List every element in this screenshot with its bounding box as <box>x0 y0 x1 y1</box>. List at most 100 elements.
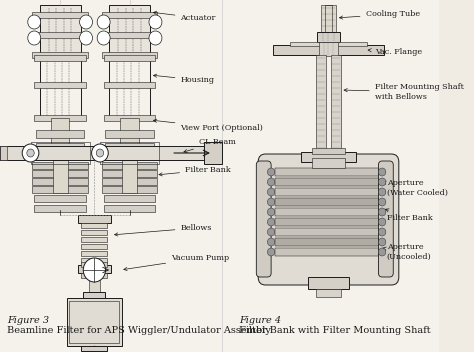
Bar <box>78 265 111 273</box>
Text: Cooling Tube: Cooling Tube <box>339 10 419 19</box>
Bar <box>40 5 81 60</box>
Circle shape <box>83 258 106 282</box>
Bar <box>319 42 338 56</box>
Bar <box>104 205 155 212</box>
Bar <box>312 148 345 154</box>
FancyBboxPatch shape <box>256 161 271 277</box>
Bar <box>40 58 81 118</box>
Bar <box>106 143 154 151</box>
Bar <box>102 170 157 177</box>
Circle shape <box>28 15 41 29</box>
Circle shape <box>267 208 275 216</box>
Circle shape <box>267 228 275 236</box>
Bar <box>82 262 107 267</box>
Text: Bellows: Bellows <box>115 224 212 236</box>
Bar <box>317 55 326 155</box>
Bar <box>83 292 106 298</box>
Bar <box>32 186 88 193</box>
Text: Beamline Filter for APS Wiggler/Undulator Assembly: Beamline Filter for APS Wiggler/Undulato… <box>8 326 271 335</box>
Bar <box>32 12 88 18</box>
Text: Filter Bank: Filter Bank <box>385 209 433 222</box>
Bar <box>34 205 86 212</box>
Bar <box>106 130 154 138</box>
Bar <box>275 228 382 236</box>
Bar <box>109 5 150 60</box>
Bar <box>100 142 159 164</box>
Bar <box>82 273 107 278</box>
Circle shape <box>378 218 386 226</box>
Bar <box>321 5 336 33</box>
Circle shape <box>267 218 275 226</box>
Circle shape <box>22 144 39 162</box>
Circle shape <box>378 198 386 206</box>
Bar <box>67 298 122 346</box>
Circle shape <box>97 31 110 45</box>
Bar <box>82 230 107 235</box>
Circle shape <box>27 149 34 157</box>
Bar <box>34 82 86 88</box>
Bar <box>273 45 384 55</box>
Bar <box>308 277 349 289</box>
Bar <box>102 52 157 58</box>
Bar <box>82 251 107 256</box>
Circle shape <box>97 15 110 29</box>
Bar <box>275 238 382 246</box>
Bar <box>32 162 88 169</box>
Circle shape <box>378 228 386 236</box>
Bar <box>275 168 382 176</box>
Text: Housing: Housing <box>154 74 214 84</box>
Bar <box>36 143 84 151</box>
Bar <box>316 289 341 297</box>
Bar <box>32 178 88 185</box>
Circle shape <box>378 238 386 246</box>
Bar <box>78 215 111 223</box>
Bar <box>102 32 157 38</box>
Bar <box>203 142 222 164</box>
Bar <box>102 12 157 18</box>
Bar <box>102 162 157 169</box>
Text: Vac. Flange: Vac. Flange <box>368 48 422 56</box>
Text: Filter Mounting Shaft
with Bellows: Filter Mounting Shaft with Bellows <box>344 83 464 101</box>
Bar <box>104 82 155 88</box>
Bar <box>0 146 222 160</box>
Bar <box>318 32 339 42</box>
Text: Aperture
(Water Cooled): Aperture (Water Cooled) <box>383 180 448 197</box>
Circle shape <box>378 188 386 196</box>
Bar <box>122 155 137 193</box>
Bar <box>69 301 119 343</box>
Circle shape <box>149 15 162 29</box>
Circle shape <box>96 149 104 157</box>
Bar <box>82 244 107 249</box>
Circle shape <box>378 208 386 216</box>
Bar <box>275 178 382 186</box>
Bar <box>51 118 69 153</box>
Circle shape <box>267 248 275 256</box>
Bar <box>109 58 150 118</box>
Bar <box>301 152 356 162</box>
Text: CL Beam: CL Beam <box>184 138 236 153</box>
Bar <box>120 118 139 153</box>
Bar <box>32 32 88 38</box>
Bar <box>104 195 155 202</box>
Bar <box>102 178 157 185</box>
Circle shape <box>80 31 92 45</box>
Bar <box>325 5 332 33</box>
Bar <box>53 155 68 193</box>
Bar <box>36 130 84 138</box>
Circle shape <box>80 15 92 29</box>
Circle shape <box>267 168 275 176</box>
Bar <box>331 55 340 155</box>
Text: Figure 3: Figure 3 <box>8 316 49 325</box>
Circle shape <box>267 238 275 246</box>
Bar <box>104 115 155 121</box>
Bar <box>82 346 107 351</box>
Bar <box>0 146 8 160</box>
Text: Filter Bank with Filter Mounting Shaft: Filter Bank with Filter Mounting Shaft <box>239 326 430 335</box>
Circle shape <box>91 144 108 162</box>
Bar <box>102 186 157 193</box>
Text: Vacuum Pump: Vacuum Pump <box>124 254 229 271</box>
Bar <box>82 223 107 228</box>
Bar <box>104 55 155 61</box>
Bar <box>275 188 382 196</box>
Text: Actuator: Actuator <box>154 11 216 22</box>
